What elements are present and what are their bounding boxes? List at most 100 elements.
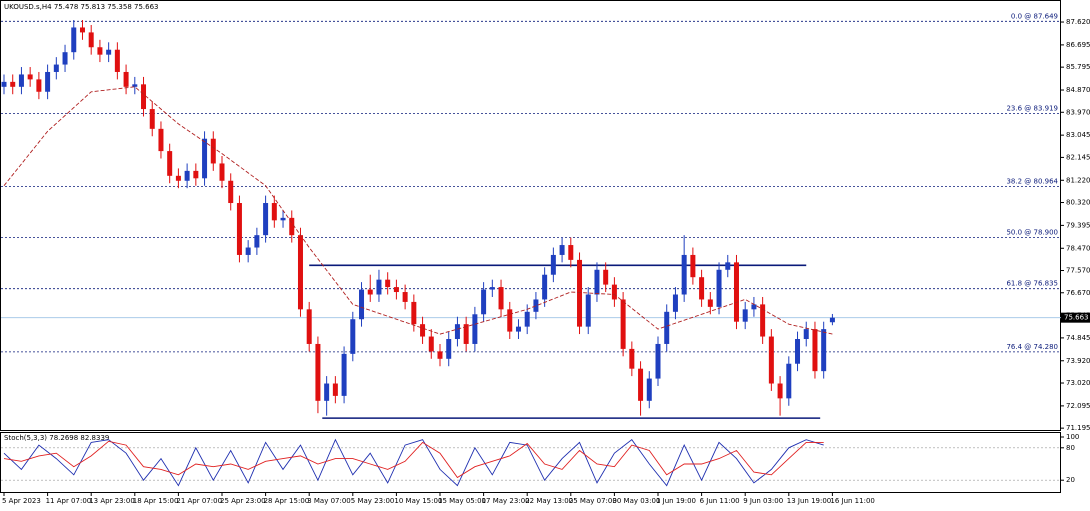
fib-label: 0.0 @ 87.649: [1011, 12, 1058, 20]
x-tick-label: 5 Apr 2023: [2, 497, 41, 505]
candle-body: [393, 287, 399, 293]
stoch-line: [3, 438, 824, 487]
candle-body: [812, 329, 818, 372]
candle-body: [751, 304, 757, 310]
candle-body: [620, 299, 626, 349]
candle-body: [542, 274, 548, 300]
x-tick-label: 25 May 07:00: [569, 497, 617, 505]
x-tick-label: 5 May 23:00: [351, 497, 395, 505]
candle-body: [533, 299, 539, 312]
candle-body: [359, 289, 365, 320]
y-tick-label: 87.620: [1066, 18, 1090, 26]
candle-body: [742, 309, 748, 322]
candle-body: [585, 294, 591, 327]
y-tick-label: 72.095: [1066, 402, 1090, 410]
y-tick-label: 81.220: [1066, 176, 1090, 184]
x-tick-label: 22 May 13:00: [525, 497, 573, 505]
candle-body: [62, 52, 68, 65]
stoch-line: [3, 440, 824, 479]
candle-body: [245, 247, 251, 255]
candle-body: [672, 294, 678, 312]
x-tick-label: 16 Jun 11:00: [830, 497, 874, 505]
candle-body: [27, 74, 33, 80]
candle-body: [254, 235, 260, 248]
candle-body: [568, 245, 574, 260]
candle-body: [332, 383, 338, 396]
candle-body: [280, 217, 286, 221]
candle-body: [559, 245, 565, 255]
candle-body: [690, 254, 696, 278]
candle-body: [524, 311, 530, 327]
candle-body: [629, 348, 635, 369]
fib-label: 76.4 @ 74.280: [1006, 343, 1058, 351]
candle-body: [699, 277, 705, 300]
x-tick-label: 13 Jun 19:00: [787, 497, 831, 505]
candle-body: [655, 343, 661, 379]
candle-body: [481, 289, 487, 315]
candle-body: [472, 314, 478, 344]
chart-title: UKOUSD.s,H4 75.478 75.813 75.358 75.663: [4, 3, 159, 11]
candle-body: [263, 203, 269, 236]
candle-body: [376, 279, 382, 295]
x-tick-label: 17 May 23:00: [482, 497, 530, 505]
candle-body: [611, 284, 617, 300]
candle-body: [733, 262, 739, 322]
candle-body: [498, 287, 504, 310]
candle-body: [437, 351, 443, 359]
x-tick-label: 18 Apr 15:00: [133, 497, 179, 505]
candle-body: [777, 383, 783, 399]
candle-body: [446, 339, 452, 359]
candle-body: [18, 74, 24, 87]
x-tick-label: 28 Apr 15:00: [264, 497, 310, 505]
candle-body: [681, 254, 687, 295]
x-tick-label: 13 Apr 23:00: [89, 497, 135, 505]
candle-body: [402, 292, 408, 302]
y-tick-label: 71.195: [1066, 424, 1090, 432]
candle-body: [88, 32, 94, 48]
candle-body: [79, 27, 85, 33]
candle-body: [271, 203, 277, 221]
candle-body: [795, 339, 801, 364]
candle-body: [420, 324, 426, 337]
candle-body: [550, 254, 556, 275]
candle-body: [175, 175, 181, 181]
candle-body: [638, 368, 644, 401]
y-tick-label: 80: [1066, 444, 1075, 452]
candle-body: [725, 262, 731, 270]
y-tick-label: 80.320: [1066, 199, 1090, 207]
candle-body: [341, 353, 347, 396]
candle-body: [297, 235, 303, 310]
x-tick-label: 25 Apr 23:00: [220, 497, 266, 505]
candle-body: [664, 311, 670, 344]
candle-body: [803, 329, 809, 340]
candle-body: [463, 324, 469, 344]
x-tick-label: 11 Apr 07:00: [46, 497, 92, 505]
candle-body: [829, 317, 835, 323]
y-tick-label: 74.845: [1066, 334, 1090, 342]
candle-body: [507, 309, 513, 332]
candle-body: [71, 27, 77, 53]
candle-body: [707, 299, 713, 307]
candle-body: [97, 47, 103, 55]
fib-label: 50.0 @ 78.900: [1006, 229, 1058, 237]
candle-body: [167, 151, 173, 176]
candle-body: [411, 301, 417, 325]
candle-body: [45, 71, 51, 92]
candle-body: [114, 49, 120, 72]
y-tick-label: 73.920: [1066, 357, 1090, 365]
candle-body: [367, 289, 373, 295]
candle-body: [184, 170, 190, 181]
candle-body: [149, 109, 155, 129]
y-tick-label: 78.470: [1066, 244, 1090, 252]
candle-body: [219, 163, 225, 181]
candle-body: [489, 287, 495, 290]
y-tick-label: 79.395: [1066, 221, 1090, 229]
candle-body: [132, 84, 138, 87]
moving-average: [3, 86, 833, 335]
x-tick-label: 9 Jun 03:00: [743, 497, 783, 505]
y-tick-label: 77.570: [1066, 267, 1090, 275]
candle-body: [210, 138, 216, 164]
candle-body: [202, 138, 208, 179]
candle-body: [515, 326, 521, 332]
